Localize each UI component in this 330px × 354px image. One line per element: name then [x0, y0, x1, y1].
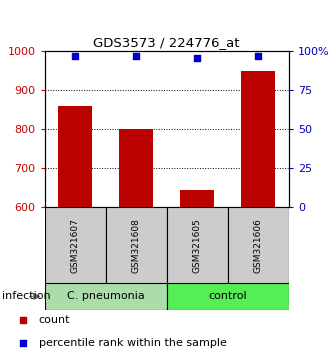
Text: GSM321606: GSM321606 — [254, 218, 263, 273]
Text: control: control — [208, 291, 247, 302]
Bar — [242, 71, 275, 207]
Text: infection: infection — [2, 291, 50, 302]
Point — [255, 53, 261, 59]
Text: C. pneumonia: C. pneumonia — [67, 291, 145, 302]
Bar — [58, 106, 92, 207]
Text: percentile rank within the sample: percentile rank within the sample — [39, 338, 227, 348]
Text: GSM321605: GSM321605 — [193, 218, 202, 273]
Bar — [45, 283, 167, 310]
Text: GSM321608: GSM321608 — [132, 218, 141, 273]
Bar — [106, 207, 167, 283]
Title: GDS3573 / 224776_at: GDS3573 / 224776_at — [93, 36, 240, 49]
Bar — [167, 283, 289, 310]
Bar — [228, 207, 289, 283]
Point — [133, 53, 139, 59]
Point — [73, 53, 78, 59]
Bar — [167, 207, 228, 283]
Point — [195, 55, 200, 61]
Bar — [119, 129, 153, 207]
Bar — [181, 189, 214, 207]
Point — [20, 341, 25, 346]
Text: count: count — [39, 315, 70, 325]
Text: GSM321607: GSM321607 — [71, 218, 80, 273]
Bar — [45, 207, 106, 283]
Point — [20, 318, 25, 323]
